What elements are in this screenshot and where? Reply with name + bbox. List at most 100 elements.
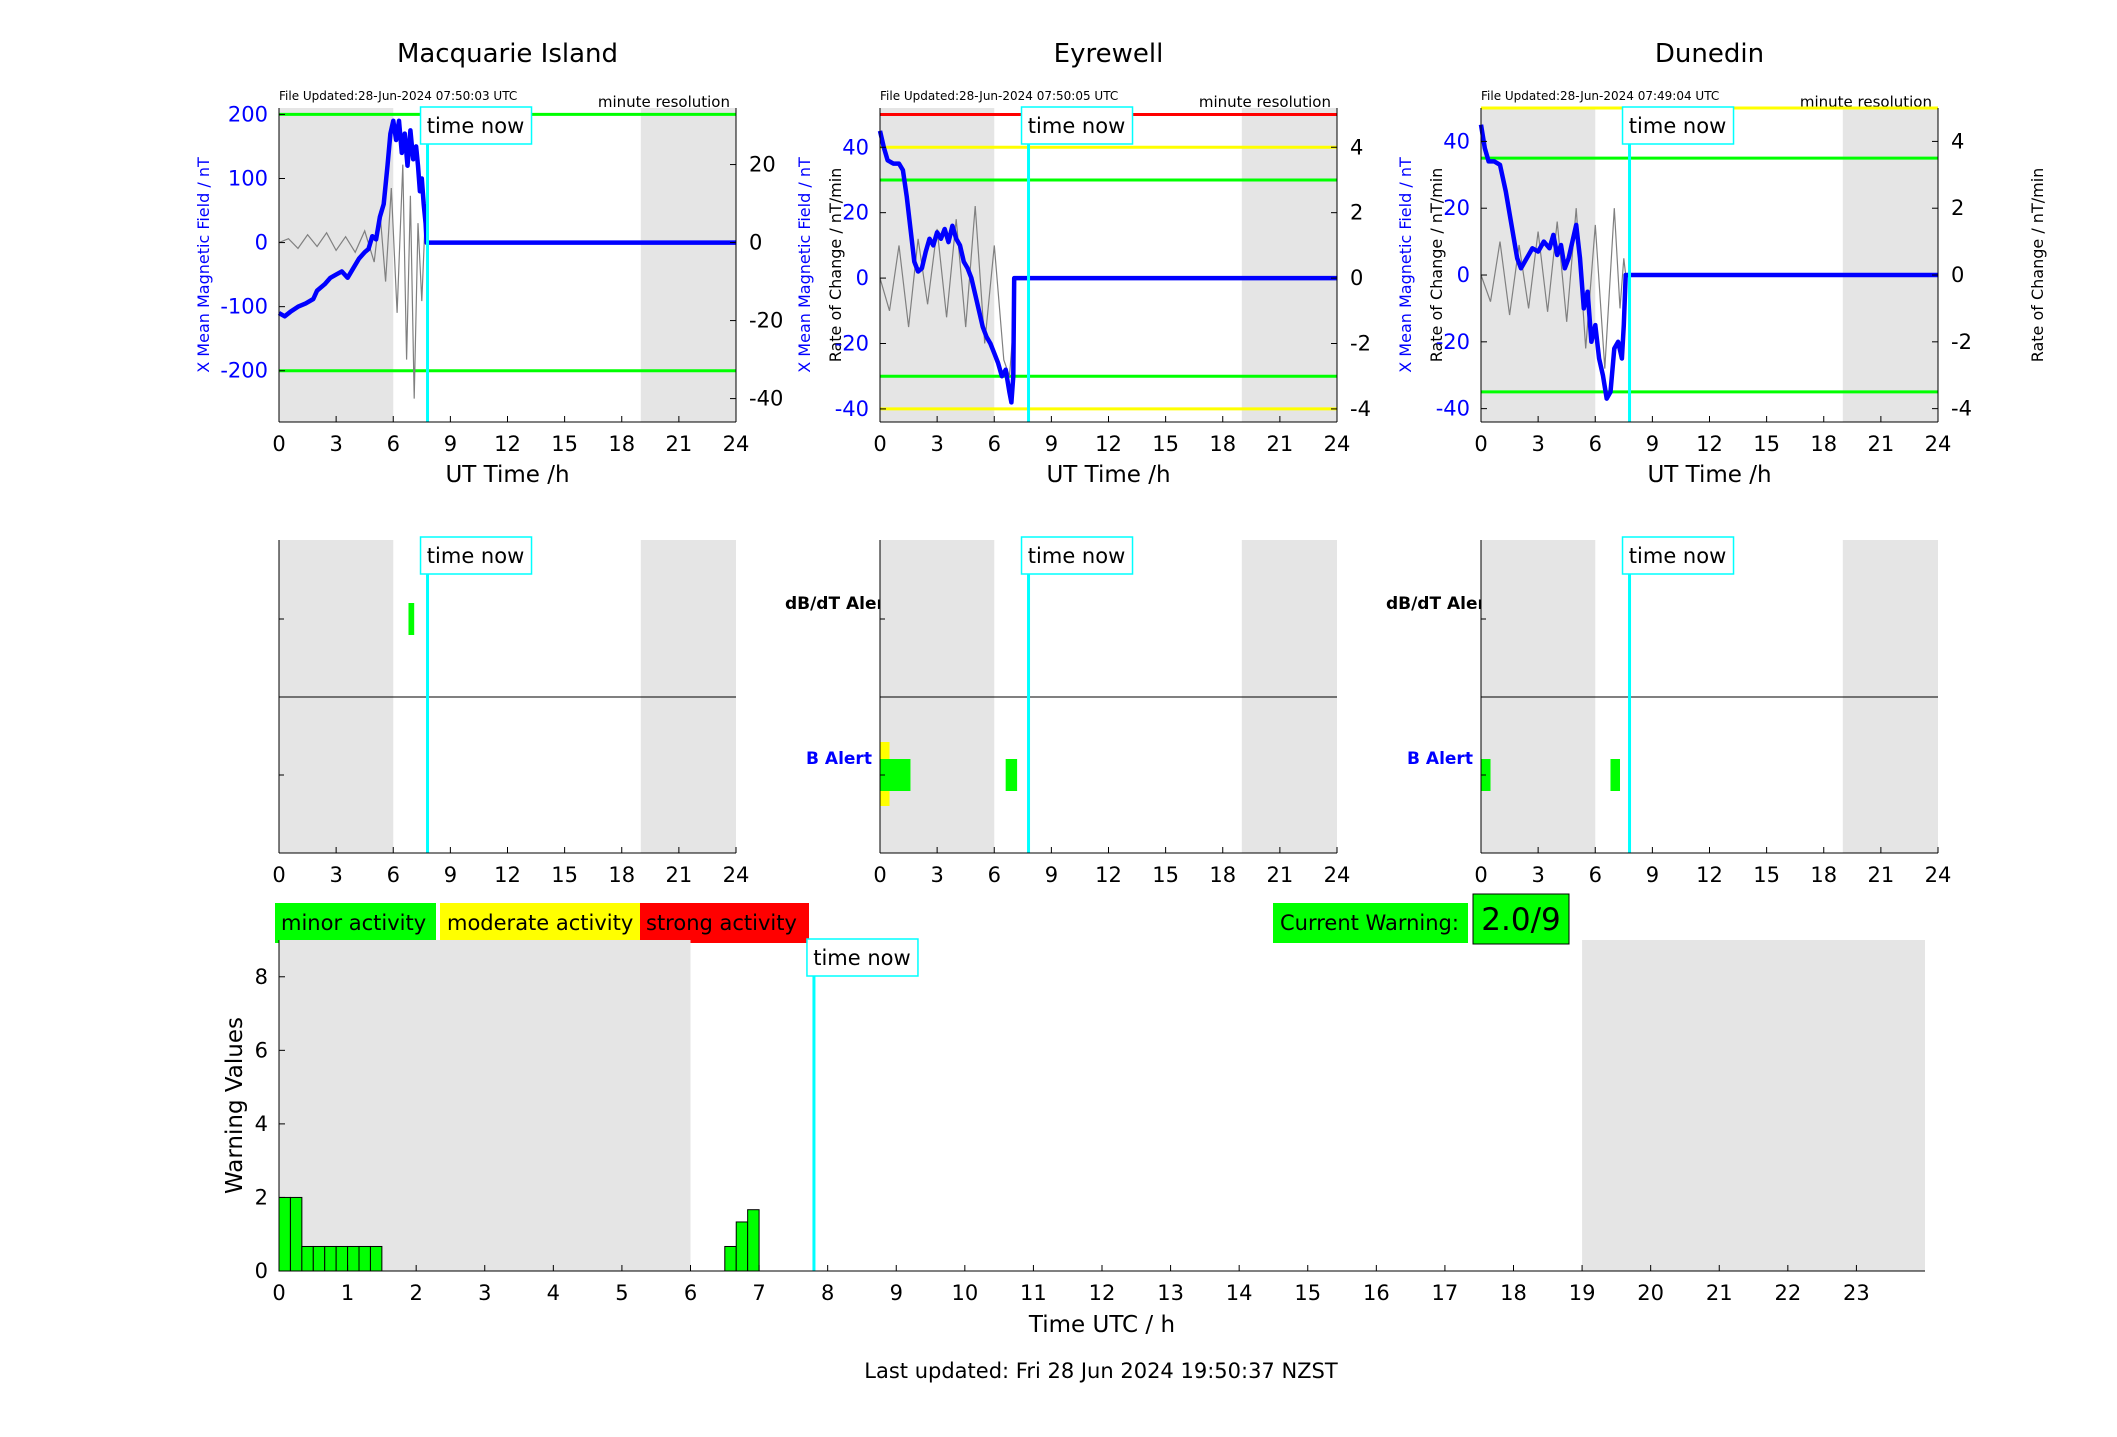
y-tick-label-right: 0 <box>1350 266 1363 290</box>
x-tick-label: 9 <box>1045 432 1058 456</box>
x-tick-label: 18 <box>1500 1281 1527 1305</box>
warning-bar <box>335 1245 349 1272</box>
time-now-box <box>1020 106 1134 145</box>
resolution-label: minute resolution <box>1199 93 1331 111</box>
b-alert-label: B Alert <box>1407 749 1473 769</box>
x-tick-label: 17 <box>1432 1281 1459 1305</box>
x-tick-label: 24 <box>1925 432 1952 456</box>
y-tick-label-left: 0 <box>1457 263 1470 287</box>
y-tick-label-left: 20 <box>842 201 869 225</box>
x-tick-label: 14 <box>1226 1281 1253 1305</box>
alert-x-tick-label: 15 <box>1152 863 1179 887</box>
activity-legend: minor activity moderate activity strong … <box>275 903 809 943</box>
warning-bar <box>312 1245 326 1272</box>
x-tick-label: 6 <box>988 432 1001 456</box>
y-tick-label-right: -2 <box>1350 332 1371 356</box>
current-warning-value-box <box>1472 893 1570 945</box>
alert-time-now-label: time now <box>1629 544 1726 568</box>
x-tick-label: 8 <box>821 1281 834 1305</box>
x-tick-label: 0 <box>873 432 886 456</box>
alert-x-tick-label: 24 <box>723 863 750 887</box>
y-tick-label-right: -2 <box>1951 330 1972 354</box>
current-warning-label-box <box>1273 903 1468 943</box>
warning-bar <box>747 1209 760 1272</box>
x-tick-label: 0 <box>272 432 285 456</box>
legend-strong-label: strong activity <box>646 911 797 935</box>
y-tick-label-left: 100 <box>228 166 268 190</box>
y-axis-label-right: Rate of Change / nT/min <box>2028 168 2047 363</box>
alert-x-tick-label: 15 <box>551 863 578 887</box>
station-title: Macquarie Island <box>397 39 618 69</box>
x-tick-label: 3 <box>930 432 943 456</box>
time-now-box <box>419 106 533 145</box>
x-tick-label: 22 <box>1774 1281 1801 1305</box>
b-alert-bar <box>1610 759 1621 791</box>
x-tick-label: 5 <box>615 1281 628 1305</box>
night-shading <box>279 108 394 422</box>
x-tick-label: 6 <box>1589 432 1602 456</box>
alert-x-tick-label: 18 <box>608 863 635 887</box>
dbdt-alert-bar <box>408 603 415 635</box>
warning-bar <box>358 1245 371 1272</box>
current-warning-value: 2.0/9 <box>1481 902 1560 938</box>
x-tick-label: 0 <box>272 1281 285 1305</box>
y-tick-label-right: 4 <box>1951 129 1964 153</box>
x-axis-label: UT Time /h <box>1046 462 1170 488</box>
x-tick-label: 19 <box>1569 1281 1596 1305</box>
alert-x-tick-label: 0 <box>1474 863 1487 887</box>
y-tick-label: 8 <box>255 965 268 989</box>
b-alert-bar <box>1005 759 1018 791</box>
warning-bar <box>324 1245 337 1272</box>
x-tick-label: 24 <box>1324 432 1351 456</box>
night-shading <box>640 108 736 422</box>
alert-time-now-box <box>1020 536 1134 575</box>
time-now-label: time now <box>427 114 524 138</box>
rate-of-change-series <box>1480 208 1938 369</box>
file-updated-label: File Updated:28-Jun-2024 07:50:03 UTC <box>279 89 517 103</box>
y-tick-label: 6 <box>255 1038 268 1062</box>
warning-bar <box>735 1221 749 1272</box>
file-updated-label: File Updated:28-Jun-2024 07:50:05 UTC <box>880 89 1118 103</box>
alert-x-tick-label: 6 <box>1589 863 1602 887</box>
night-shading <box>1481 108 1596 422</box>
x-tick-label: 6 <box>684 1281 697 1305</box>
alert-time-now-label: time now <box>427 544 524 568</box>
y-tick-label-right: -4 <box>1951 397 1972 421</box>
alert-x-tick-label: 18 <box>1810 863 1837 887</box>
x-tick-label: 7 <box>752 1281 765 1305</box>
night-shading <box>1582 940 1925 1271</box>
y-tick-label-left: 40 <box>842 135 869 159</box>
station-title: Eyrewell <box>1054 39 1164 69</box>
dbdt-alert-label: dB/dT Alert <box>1386 594 1494 614</box>
station-panel-1: Macquarie Island File Updated:28-Jun-2024… <box>194 39 893 887</box>
y-tick-label: 2 <box>255 1185 268 1209</box>
alert-x-tick-label: 3 <box>329 863 342 887</box>
x-tick-label: 3 <box>478 1281 491 1305</box>
rate-of-change-series <box>879 206 1337 377</box>
warning-bar <box>724 1245 737 1272</box>
x-tick-label: 21 <box>1267 432 1294 456</box>
y-tick-label: 0 <box>255 1259 268 1283</box>
alert-time-now-box <box>419 536 533 575</box>
b-alert-bar <box>880 759 911 791</box>
y-tick-label-left: 0 <box>255 231 268 255</box>
alert-time-now-box <box>1621 536 1735 575</box>
y-tick-label-left: -20 <box>1436 330 1470 354</box>
y-axis-label-left: X Mean Magnetic Field / nT <box>1396 157 1415 373</box>
alert-x-tick-label: 12 <box>494 863 521 887</box>
x-tick-label: 9 <box>890 1281 903 1305</box>
y-tick-label-left: -20 <box>835 332 869 356</box>
alert-x-tick-label: 3 <box>930 863 943 887</box>
x-tick-label: 16 <box>1363 1281 1390 1305</box>
y-tick-label-left: 0 <box>856 266 869 290</box>
alert-x-tick-label: 6 <box>988 863 1001 887</box>
time-now-label: time now <box>1629 114 1726 138</box>
time-now-label: time now <box>813 946 910 970</box>
x-tick-label: 9 <box>1646 432 1659 456</box>
alert-x-tick-label: 0 <box>272 863 285 887</box>
x-tick-label: 9 <box>444 432 457 456</box>
magnetic-field-series <box>277 118 736 319</box>
x-tick-label: 23 <box>1843 1281 1870 1305</box>
